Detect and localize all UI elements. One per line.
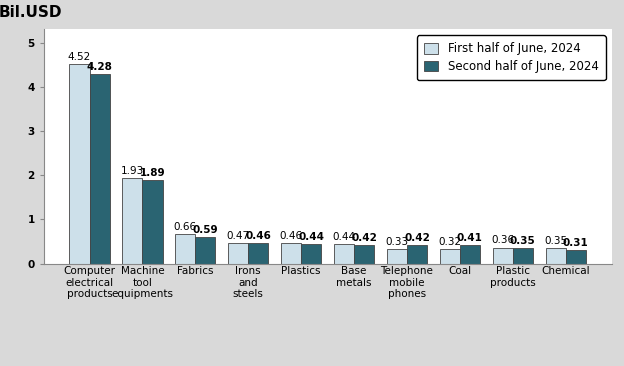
Text: 0.46: 0.46	[280, 231, 303, 241]
Text: 0.42: 0.42	[404, 233, 430, 243]
Bar	[228, 243, 248, 264]
Text: 0.33: 0.33	[386, 237, 409, 247]
Bar	[545, 248, 565, 264]
Bar	[195, 238, 215, 264]
Bar	[492, 248, 513, 264]
Text: 4.28: 4.28	[87, 62, 112, 72]
Text: 0.44: 0.44	[298, 232, 324, 242]
Bar	[175, 234, 195, 264]
Text: 0.32: 0.32	[438, 237, 461, 247]
Bar	[440, 249, 460, 264]
Bar	[387, 249, 407, 264]
Bar	[334, 244, 354, 264]
Text: 0.35: 0.35	[544, 236, 567, 246]
Bar	[301, 244, 321, 264]
Text: 0.36: 0.36	[491, 235, 514, 245]
Text: 4.52: 4.52	[68, 52, 91, 61]
Text: 1.93: 1.93	[121, 166, 144, 176]
Bar	[122, 178, 142, 264]
Bar	[90, 74, 110, 264]
Text: 0.44: 0.44	[333, 232, 356, 242]
Bar	[407, 245, 427, 264]
Bar	[565, 250, 586, 264]
Bar	[281, 243, 301, 264]
Bar	[354, 245, 374, 264]
Text: 0.31: 0.31	[563, 238, 588, 248]
Bar	[248, 243, 268, 264]
Bar	[69, 64, 90, 264]
Bar	[460, 245, 480, 264]
Text: 0.59: 0.59	[193, 225, 218, 235]
Text: 0.47: 0.47	[227, 231, 250, 240]
Legend: First half of June, 2024, Second half of June, 2024: First half of June, 2024, Second half of…	[417, 35, 606, 80]
Text: Bil.USD: Bil.USD	[0, 5, 62, 20]
Text: 1.89: 1.89	[140, 168, 165, 178]
Text: 0.41: 0.41	[457, 233, 483, 243]
Text: 0.42: 0.42	[351, 233, 377, 243]
Bar	[142, 180, 163, 264]
Text: 0.35: 0.35	[510, 236, 535, 246]
Text: 0.66: 0.66	[173, 222, 197, 232]
Bar	[513, 248, 533, 264]
Text: 0.46: 0.46	[245, 231, 271, 241]
